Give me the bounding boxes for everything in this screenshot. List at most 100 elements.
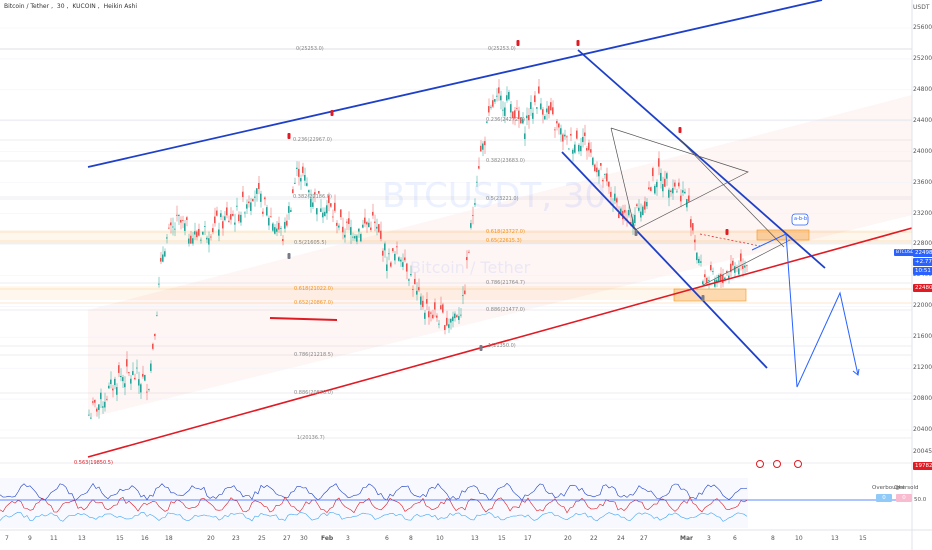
candle-body bbox=[256, 188, 258, 194]
candle-body bbox=[574, 144, 576, 153]
candle-body bbox=[314, 192, 316, 195]
price-tick-label: 24400.0 bbox=[913, 116, 932, 124]
candle-body bbox=[472, 215, 474, 216]
candle-body bbox=[496, 95, 498, 97]
pivot-marker bbox=[634, 230, 638, 236]
candle-body bbox=[266, 207, 268, 216]
down-channel-upper[interactable] bbox=[577, 49, 826, 269]
candle-body bbox=[708, 280, 710, 282]
candle-body bbox=[460, 314, 462, 316]
time-tick-label: 13 bbox=[78, 535, 86, 542]
projection-path[interactable] bbox=[751, 233, 859, 388]
candle-body bbox=[476, 181, 478, 183]
candle-body bbox=[396, 246, 398, 248]
fib-level-label: 0.618(23727.0) bbox=[486, 229, 525, 235]
fib-level-label: 0.236(24272.0) bbox=[486, 117, 525, 123]
time-tick-label: 13 bbox=[831, 535, 839, 542]
osc-level-label: 50.0 bbox=[914, 497, 927, 503]
red-level-line[interactable] bbox=[269, 317, 338, 321]
time-tick-label: 20 bbox=[564, 535, 572, 542]
candle-body bbox=[530, 102, 532, 110]
candle-body bbox=[486, 121, 488, 123]
upper-channel-line[interactable] bbox=[87, 0, 823, 168]
candle-body bbox=[620, 208, 622, 216]
candle-body bbox=[504, 107, 506, 116]
candle-body bbox=[514, 110, 516, 119]
candle-body bbox=[570, 133, 572, 136]
support-trend-line[interactable] bbox=[87, 227, 913, 458]
candle-body bbox=[244, 212, 246, 214]
fib-level-label: 0.652(20867.0) bbox=[294, 300, 333, 306]
orange-band-low bbox=[0, 286, 680, 300]
candle-body bbox=[242, 191, 244, 198]
candle-body bbox=[390, 262, 392, 267]
candle-body bbox=[508, 92, 510, 100]
candle-body bbox=[276, 228, 278, 232]
candle-body bbox=[730, 263, 732, 273]
fib-level-label: 1(21350.0) bbox=[488, 343, 516, 349]
candle-body bbox=[424, 312, 426, 319]
candle-body bbox=[98, 404, 100, 410]
candle-body bbox=[706, 277, 708, 284]
candle-body bbox=[518, 110, 520, 120]
candle-body bbox=[152, 343, 154, 349]
candle-body bbox=[640, 211, 642, 218]
candle-body bbox=[470, 223, 472, 228]
candle-body bbox=[142, 373, 144, 377]
candle-body bbox=[120, 375, 122, 378]
annotation-badge[interactable]: a-b-b bbox=[794, 216, 808, 222]
wedge-line-b bbox=[702, 239, 791, 286]
candle-body bbox=[92, 401, 94, 403]
candle-body bbox=[436, 315, 438, 318]
candle-body bbox=[176, 214, 178, 216]
candle-body bbox=[262, 211, 264, 214]
candle-body bbox=[600, 162, 602, 166]
candle-body bbox=[744, 265, 746, 268]
time-tick-label: 23 bbox=[232, 535, 240, 542]
down-channel-lower[interactable] bbox=[561, 151, 768, 369]
candle-body bbox=[718, 274, 720, 282]
candle-body bbox=[200, 239, 202, 241]
pivot-marker bbox=[287, 253, 291, 259]
candle-body bbox=[334, 202, 336, 211]
candle-body bbox=[454, 313, 456, 319]
candle-body bbox=[688, 195, 690, 202]
fib-level-label: 0.65(22615.3) bbox=[486, 238, 522, 244]
candle-body bbox=[340, 209, 342, 218]
candle-body bbox=[172, 226, 174, 228]
triangle-pattern[interactable] bbox=[610, 127, 749, 231]
candle-body bbox=[560, 128, 562, 135]
candle-body bbox=[326, 205, 328, 214]
candle-body bbox=[602, 179, 604, 182]
pivot-marker bbox=[479, 345, 483, 351]
price-tick-label: 24800.0 bbox=[913, 85, 932, 93]
candle-body bbox=[650, 187, 652, 191]
oversold-label: Oversold bbox=[894, 485, 919, 491]
candle-body bbox=[372, 211, 374, 216]
candle-body bbox=[534, 95, 536, 103]
time-tick-label: 11 bbox=[50, 535, 58, 542]
candle-body bbox=[416, 290, 418, 295]
fib-level-label: 0.563(19850.5) bbox=[74, 460, 113, 466]
pivot-marker bbox=[287, 133, 291, 139]
candle-body bbox=[186, 217, 188, 220]
candle-body bbox=[642, 206, 644, 216]
event-icons[interactable] bbox=[756, 460, 802, 468]
candle-body bbox=[180, 219, 182, 223]
candle-body bbox=[606, 173, 608, 182]
price-tick-label: 21600.0 bbox=[913, 333, 932, 341]
time-tick-label: 27 bbox=[283, 535, 291, 542]
candle-body bbox=[106, 398, 108, 400]
candle-body bbox=[502, 109, 504, 111]
candle-body bbox=[446, 317, 448, 326]
orange-zone-lower bbox=[673, 288, 747, 302]
candle-body bbox=[128, 372, 130, 374]
annotation-badge-box[interactable] bbox=[791, 213, 809, 226]
candle-body bbox=[596, 167, 598, 173]
candle-body bbox=[690, 219, 692, 228]
time-tick-label: 15 bbox=[859, 535, 867, 542]
overbought-label: Overbought bbox=[872, 485, 905, 491]
candle-body bbox=[580, 145, 582, 152]
